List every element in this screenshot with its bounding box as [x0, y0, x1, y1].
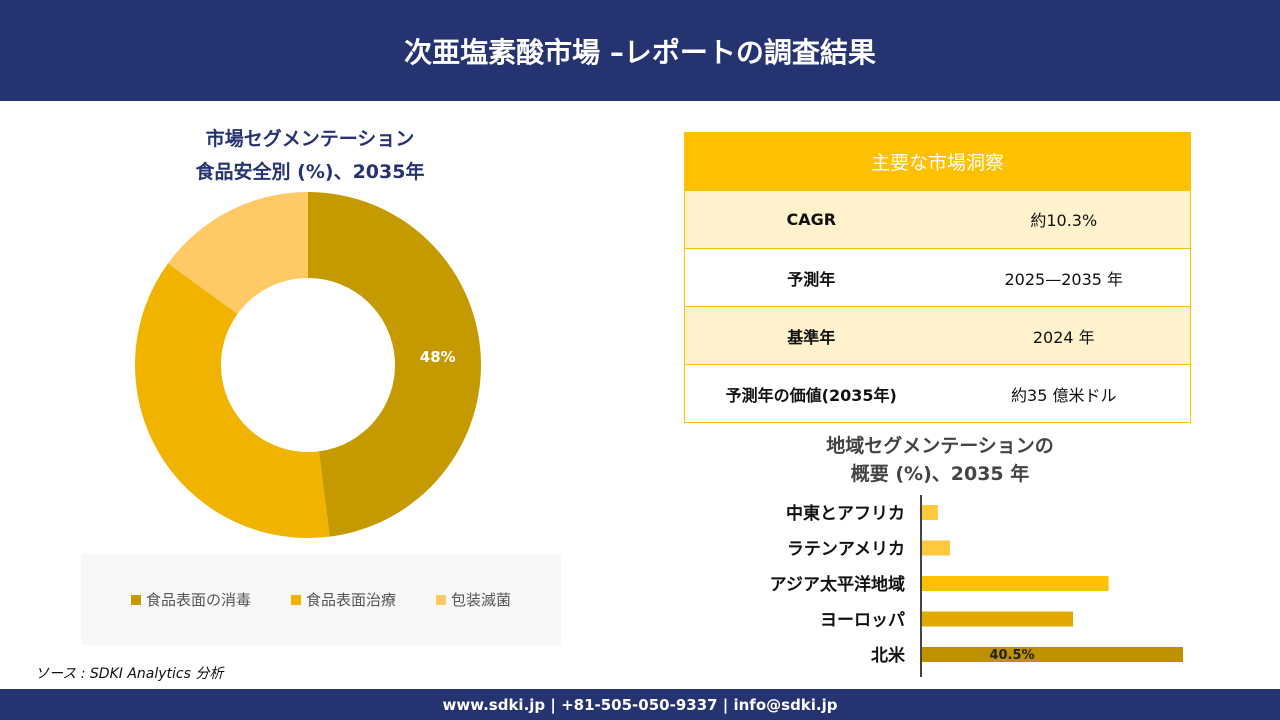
bar [921, 505, 938, 520]
insight-label: CAGR [684, 190, 938, 249]
bar-category-label: 北米 [871, 645, 906, 666]
donut-title-line1: 市場セグメンテーション [205, 128, 415, 150]
donut-chart: 48% [134, 192, 481, 538]
donut-slice-label: 48% [420, 348, 456, 366]
contact-info: www.sdki.jp | +81-505-050-9337 | info@sd… [442, 695, 838, 714]
donut-title: 市場セグメンテーション 食品安全別 (%)、2035年 [120, 123, 500, 189]
legend-label: 食品表面の消毒 [145, 591, 251, 609]
bar [921, 576, 1109, 591]
bar-category-label: ラテンアメリカ [787, 540, 905, 560]
bar-title-line2: 概要 (%)、2035 年 [850, 463, 1030, 485]
donut-legend: 食品表面の消毒 食品表面治療 包装滅菌 [81, 554, 561, 645]
page-footer: www.sdki.jp | +81-505-050-9337 | info@sd… [0, 689, 1280, 720]
insights-title: 主要な市場洞察 [684, 132, 1191, 191]
insight-value: 約10.3% [937, 190, 1191, 249]
source-note: ソース : SDKI Analytics 分析 [35, 666, 224, 682]
bar-title-line1: 地域セグメンテーションの [826, 435, 1054, 457]
donut-slice [168, 192, 308, 314]
insight-label: 基準年 [684, 306, 938, 365]
insights-table: 主要な市場洞察 CAGR 約10.3% 予測年 2025—2035 年 基準年 202… [684, 132, 1191, 423]
bar-category-label: アジア太平洋地域 [770, 574, 905, 595]
legend-label: 包装滅菌 [451, 591, 512, 609]
bar [921, 540, 951, 556]
insight-label: 予測年 [684, 248, 938, 307]
donut-title-line2: 食品安全別 (%)、2035年 [195, 161, 425, 183]
donut-slice [308, 192, 481, 537]
legend-swatch [436, 595, 446, 605]
bar [921, 647, 1183, 662]
bar-title: 地域セグメンテーションの 概要 (%)、2035 年 [760, 432, 1120, 488]
insight-label: 予測年の価値(2035年) [684, 364, 938, 423]
bar [921, 611, 1074, 627]
bar-category-label: ヨーロッパ [820, 611, 905, 631]
legend-swatch [130, 595, 141, 605]
legend-item: 食品表面の消毒 [130, 589, 251, 610]
bar-value-label: 40.5% [989, 648, 1034, 663]
legend-item: 包装滅菌 [436, 589, 511, 610]
insight-value: 2024 年 [937, 306, 1191, 365]
page-header: 次亜塩素酸市場 –レポートの調査結果 [0, 0, 1280, 101]
donut-slice [134, 263, 330, 538]
insight-value: 2025—2035 年 [937, 248, 1191, 307]
page-title: 次亜塩素酸市場 –レポートの調査結果 [404, 35, 876, 69]
bar-category-label: 中東とアフリカ [786, 503, 905, 524]
legend-item: 食品表面治療 [290, 589, 396, 610]
insight-value: 約35 億米ドル [937, 364, 1191, 423]
legend-label: 食品表面治療 [305, 591, 396, 609]
legend-swatch [290, 595, 301, 605]
